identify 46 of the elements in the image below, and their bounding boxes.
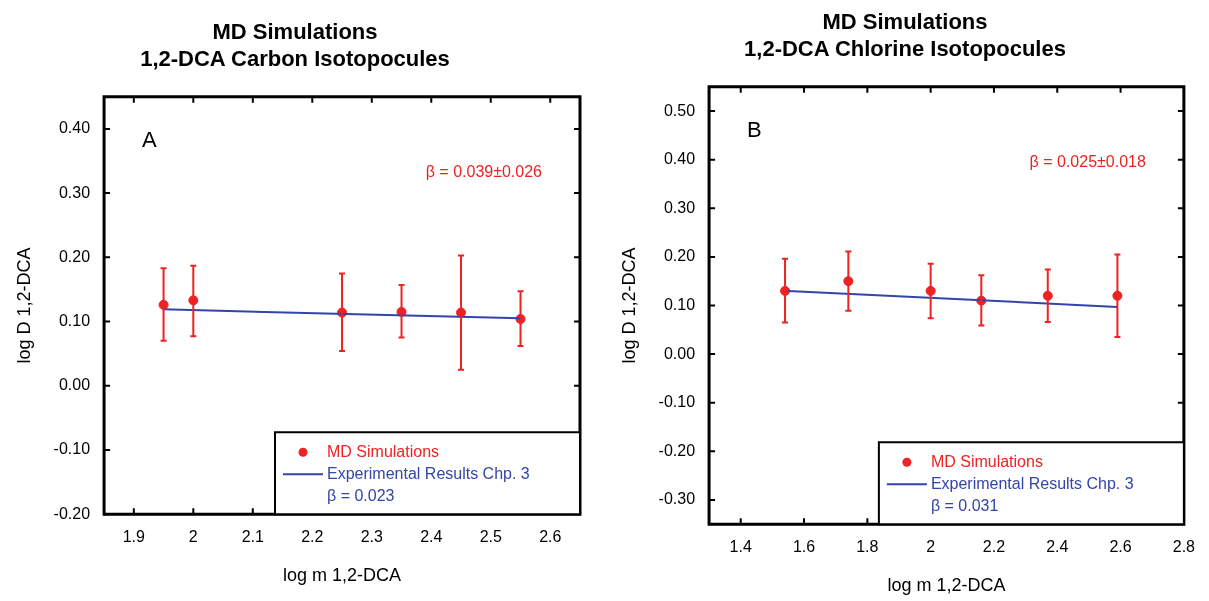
y-tick-label: 0.20 bbox=[58, 247, 91, 265]
legend-label: MD Simulations bbox=[327, 442, 440, 460]
legend-label: Experimental Results Chp. 3 β = 0.023 bbox=[327, 464, 530, 504]
x-tick-label: 1.6 bbox=[792, 538, 816, 556]
x-tick-label: 2.5 bbox=[479, 528, 502, 546]
y-tick-label: 0.30 bbox=[663, 198, 696, 216]
annotation: β = 0.025±0.018 bbox=[1029, 153, 1146, 171]
x-tick-label: 2.4 bbox=[420, 528, 443, 546]
x-tick-label: 1.8 bbox=[856, 538, 879, 556]
y-tick-label: 0.20 bbox=[663, 247, 696, 265]
x-tick-label: 1.4 bbox=[729, 538, 752, 556]
x-tick-label: 2.8 bbox=[1172, 538, 1196, 556]
chart-title: MD Simulations 1,2-DCA Chlorine Isotopocules bbox=[744, 9, 1066, 61]
x-tick-label: 2.2 bbox=[301, 528, 324, 546]
x-tick-label: 2.6 bbox=[1109, 538, 1132, 556]
y-tick-label: -0.30 bbox=[658, 490, 696, 508]
y-axis-title: log D 1,2-DCA bbox=[618, 247, 639, 364]
y-tick-label: -0.20 bbox=[658, 441, 696, 459]
y-tick-label: 0.10 bbox=[663, 295, 696, 313]
annotation: β = 0.039±0.026 bbox=[425, 163, 543, 181]
y-tick-label: 0.30 bbox=[58, 183, 91, 201]
x-tick-label: 2.1 bbox=[241, 528, 265, 546]
y-tick-label: -0.20 bbox=[53, 504, 91, 522]
y-tick-label: 0.40 bbox=[58, 119, 91, 137]
y-tick-label: -0.10 bbox=[53, 440, 91, 458]
annotation: B bbox=[747, 116, 762, 142]
y-tick-label: 0.50 bbox=[663, 101, 696, 119]
x-tick-label: 1.9 bbox=[122, 528, 146, 546]
y-tick-label: 0.00 bbox=[663, 344, 696, 362]
chart-title: MD Simulations 1,2-DCA Carbon Isotopocules bbox=[140, 19, 450, 71]
annotation: A bbox=[142, 126, 158, 152]
x-axis-title: log m 1,2-DCA bbox=[283, 565, 402, 586]
legend-label: Experimental Results Chp. 3 β = 0.031 bbox=[930, 474, 1134, 514]
y-tick-label: 0.00 bbox=[58, 376, 91, 394]
x-tick-label: 2 bbox=[926, 538, 936, 556]
x-tick-label: 2.3 bbox=[360, 528, 383, 546]
x-tick-label: 2.2 bbox=[982, 538, 1006, 556]
y-axis-title: log D 1,2-DCA bbox=[13, 247, 34, 364]
y-tick-label: 0.10 bbox=[58, 311, 91, 329]
y-tick-label: 0.40 bbox=[663, 150, 696, 168]
legend-label: MD Simulations bbox=[930, 452, 1043, 470]
x-tick-label: 2 bbox=[188, 528, 198, 546]
y-tick-label: -0.10 bbox=[658, 393, 696, 411]
x-axis-title: log m 1,2-DCA bbox=[887, 575, 1006, 596]
x-tick-label: 2.4 bbox=[1046, 538, 1069, 556]
x-tick-label: 2.6 bbox=[539, 528, 562, 546]
